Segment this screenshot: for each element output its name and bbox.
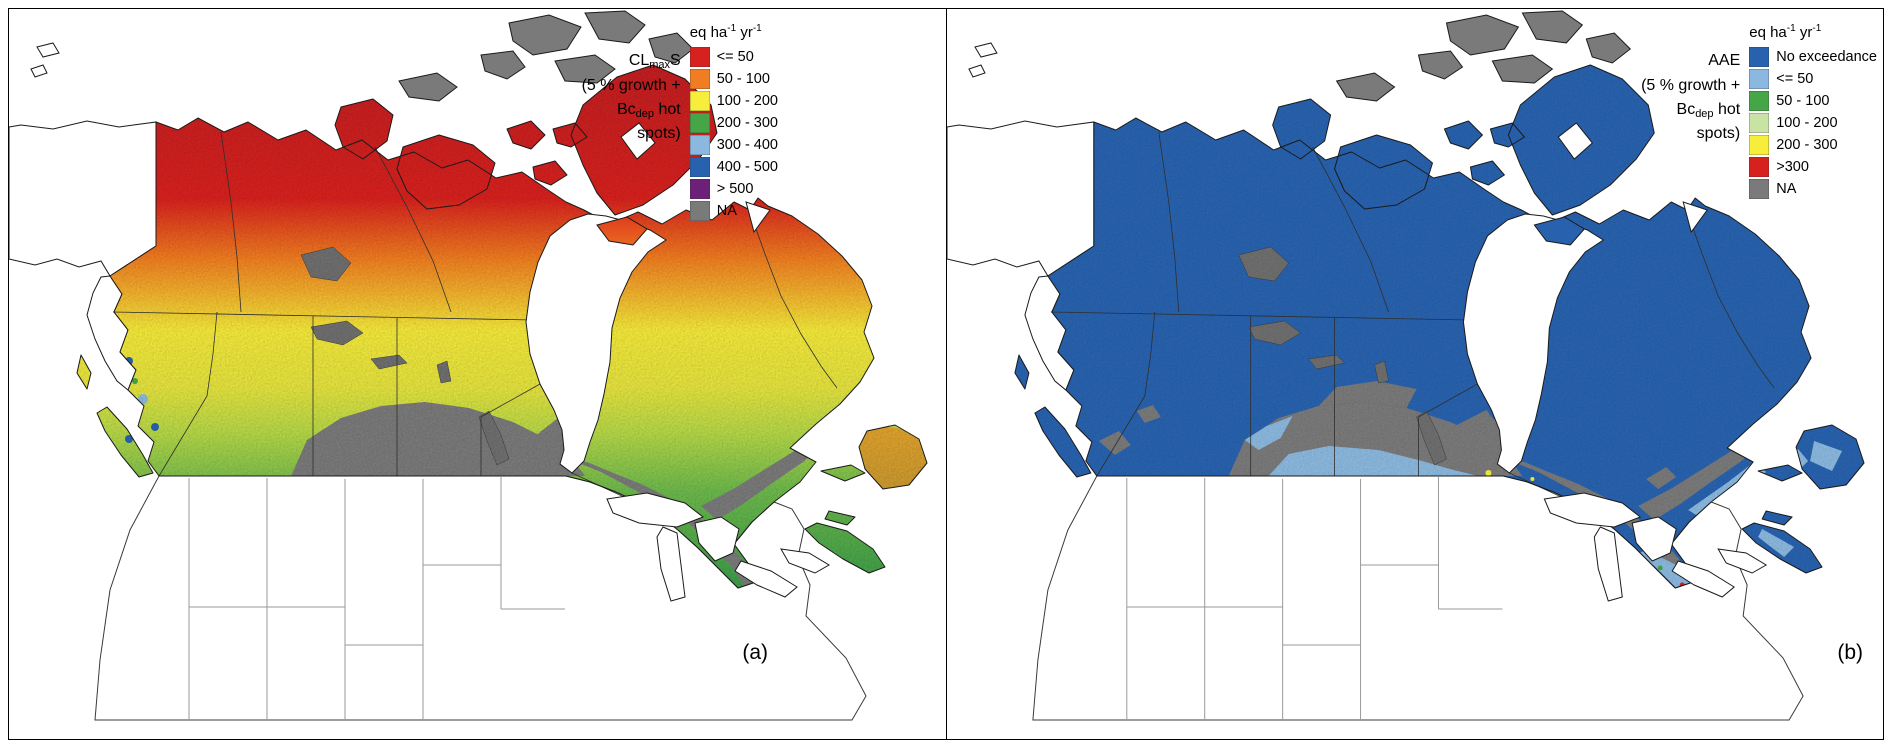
legend-item: NA (1749, 179, 1877, 199)
legend-swatch (689, 157, 710, 177)
legend-item: 200 - 300 (1749, 135, 1877, 155)
legend-units: eq ha-1 yr-1 (1749, 23, 1822, 41)
legend-item: 50 - 100 (1749, 91, 1877, 111)
legend-item: >300 (1749, 157, 1877, 177)
legend-swatch (1749, 157, 1770, 177)
legend-swatch (689, 91, 710, 111)
legend-panel-b: AAE (5 % growth + Bcdep hot spots) eq ha… (1641, 23, 1877, 201)
legend-rows: <= 50 50 - 100 100 - 200 200 - 300 300 -… (689, 47, 778, 221)
legend-item: > 500 (689, 179, 778, 199)
panel-a: CLmaxS (5 % growth + Bcdep hot spots) eq… (9, 9, 946, 739)
legend-item: 50 - 100 (689, 69, 778, 89)
panel-label-a: (a) (742, 641, 768, 664)
map-aae-canada (947, 9, 1883, 739)
legend-swatch (1749, 179, 1770, 199)
legend-item: 300 - 400 (689, 135, 778, 155)
legend-item: 100 - 200 (689, 91, 778, 111)
legend-swatch (1749, 135, 1770, 155)
legend-swatch (1749, 91, 1770, 111)
legend-title-clmaxs: CLmaxS (5 % growth + Bcdep hot spots) (581, 52, 681, 142)
legend-item: 200 - 300 (689, 113, 778, 133)
legend-swatch (689, 201, 710, 221)
legend-item: NA (689, 201, 778, 221)
figure-frame: CLmaxS (5 % growth + Bcdep hot spots) eq… (8, 8, 1884, 740)
legend-swatch (1749, 113, 1770, 133)
legend-swatch (1749, 69, 1770, 89)
panel-b: AAE (5 % growth + Bcdep hot spots) eq ha… (946, 9, 1883, 739)
legend-swatch (689, 113, 710, 133)
legend-swatch (1749, 47, 1770, 67)
legend-item: 400 - 500 (689, 157, 778, 177)
legend-item: <= 50 (1749, 69, 1877, 89)
legend-panel-a: CLmaxS (5 % growth + Bcdep hot spots) eq… (582, 23, 778, 223)
legend-swatch (689, 135, 710, 155)
legend-title-aae: AAE (5 % growth + Bcdep hot spots) (1641, 52, 1741, 142)
legend-swatch (689, 47, 710, 67)
panel-label-b: (b) (1837, 641, 1863, 664)
legend-rows: No exceedance <= 50 50 - 100 100 - 200 2… (1749, 47, 1877, 199)
map-clmaxs-canada (9, 9, 946, 739)
legend-swatch (689, 69, 710, 89)
legend-item: <= 50 (689, 47, 778, 67)
legend-item: 100 - 200 (1749, 113, 1877, 133)
legend-swatch (689, 179, 710, 199)
legend-units: eq ha-1 yr-1 (689, 23, 762, 41)
legend-item: No exceedance (1749, 47, 1877, 67)
